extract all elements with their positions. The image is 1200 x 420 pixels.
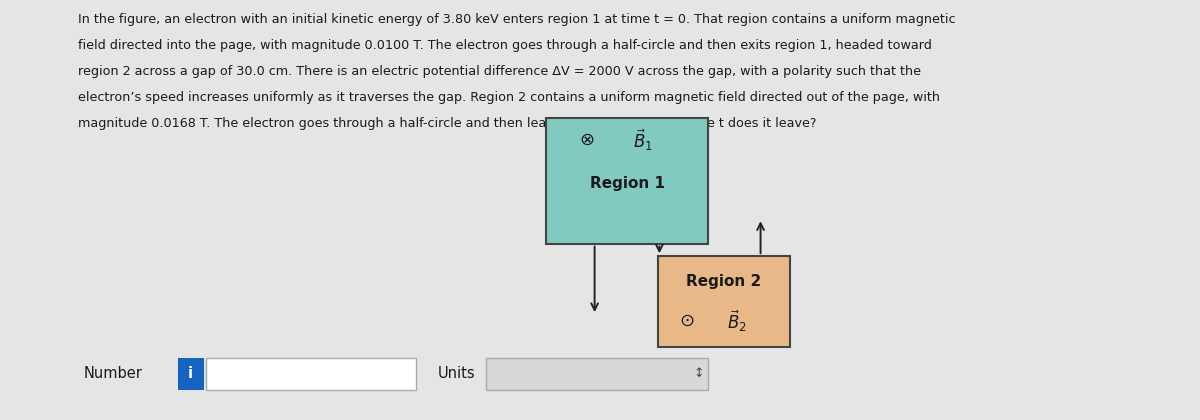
Text: ↕: ↕ bbox=[694, 368, 703, 380]
Text: Region 2: Region 2 bbox=[686, 274, 761, 289]
FancyBboxPatch shape bbox=[546, 118, 708, 244]
Text: field directed into the page, with magnitude 0.0100 T. The electron goes through: field directed into the page, with magni… bbox=[78, 39, 932, 52]
FancyBboxPatch shape bbox=[486, 358, 708, 390]
Text: magnitude 0.0168 T. The electron goes through a half-circle and then leaves regi: magnitude 0.0168 T. The electron goes th… bbox=[78, 117, 816, 130]
Text: Region 1: Region 1 bbox=[589, 176, 665, 191]
Text: Units: Units bbox=[438, 366, 475, 381]
FancyBboxPatch shape bbox=[206, 358, 416, 390]
Text: $\otimes$: $\otimes$ bbox=[578, 131, 594, 149]
FancyBboxPatch shape bbox=[658, 256, 790, 346]
Text: In the figure, an electron with an initial kinetic energy of 3.80 keV enters reg: In the figure, an electron with an initi… bbox=[78, 13, 955, 26]
Text: electron’s speed increases uniformly as it traverses the gap. Region 2 contains : electron’s speed increases uniformly as … bbox=[78, 91, 940, 104]
FancyBboxPatch shape bbox=[178, 358, 204, 390]
Text: $\odot$: $\odot$ bbox=[679, 312, 695, 330]
Text: Number: Number bbox=[84, 366, 143, 381]
Text: i: i bbox=[188, 366, 193, 381]
Text: $\vec{B}_1$: $\vec{B}_1$ bbox=[634, 128, 653, 153]
Text: $\vec{B}_2$: $\vec{B}_2$ bbox=[727, 308, 746, 334]
Text: region 2 across a gap of 30.0 cm. There is an electric potential difference ΔV =: region 2 across a gap of 30.0 cm. There … bbox=[78, 65, 922, 78]
